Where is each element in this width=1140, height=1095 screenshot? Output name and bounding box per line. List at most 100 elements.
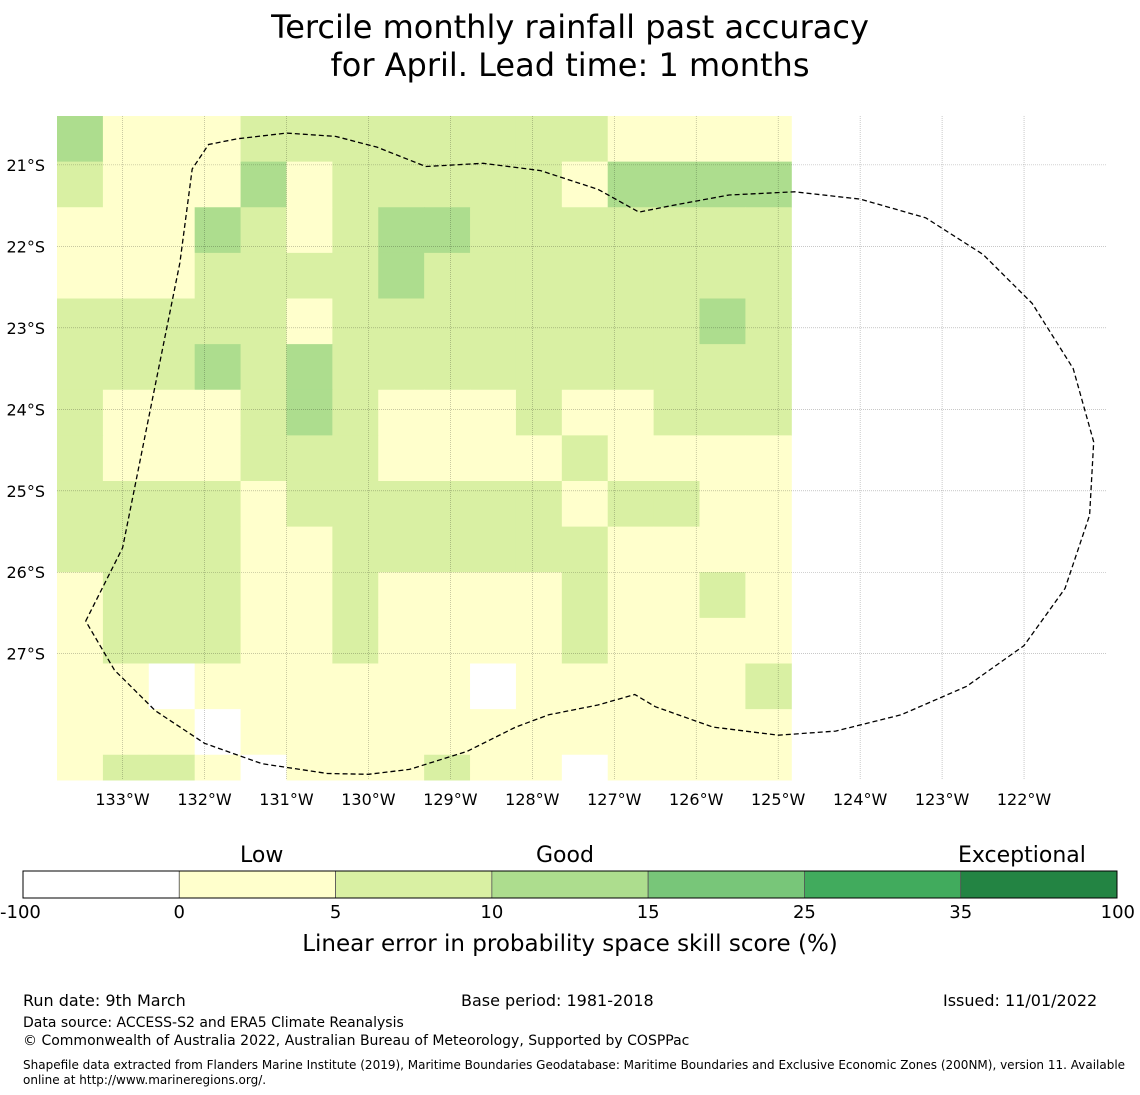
skill-cell [378, 435, 425, 482]
skill-cell [699, 389, 746, 436]
colorbar-outline [22, 870, 1118, 899]
skill-cell [470, 435, 517, 482]
skill-cell [240, 617, 287, 664]
skill-cell [607, 754, 655, 781]
skill-cell [607, 298, 655, 345]
skill-cell [699, 526, 746, 573]
skill-cell [699, 252, 746, 299]
colorbar-tick-label: 10 [480, 902, 504, 923]
y-tick-label: 22°S [6, 237, 45, 256]
skill-grid-cells [57, 116, 792, 781]
colorbar-title: Linear error in probability space skill … [302, 931, 838, 957]
skill-cell [745, 754, 792, 781]
colorbar-tick-label: 35 [949, 902, 973, 923]
y-tick-label: 27°S [6, 645, 45, 664]
skill-cell [148, 161, 196, 208]
skill-cell [286, 389, 333, 436]
skill-cell [424, 298, 471, 345]
skill-cell [286, 207, 333, 254]
skill-cell [102, 252, 150, 299]
skill-cell [424, 344, 471, 391]
copyright: © Commonwealth of Australia 2022, Austra… [23, 1033, 690, 1049]
skill-cell [148, 298, 196, 345]
skill-cell [515, 617, 563, 664]
skill-cell [57, 435, 104, 482]
skill-cell [515, 389, 563, 436]
run-date: Run date: 9th March [23, 991, 186, 1010]
colorbar-swatch [335, 870, 493, 899]
skill-cell [653, 207, 701, 254]
skill-cell [148, 754, 196, 781]
skill-cell [148, 435, 196, 482]
skill-cell [470, 754, 517, 781]
skill-cell [653, 344, 701, 391]
skill-cell [424, 617, 471, 664]
skill-cell [424, 252, 471, 299]
skill-cell [240, 116, 287, 163]
skill-cell [561, 344, 609, 391]
skill-cell [653, 617, 701, 664]
skill-cell [240, 252, 287, 299]
skill-cell [148, 526, 196, 573]
skill-cell [424, 663, 471, 710]
skill-cell [57, 709, 104, 756]
skill-cell [57, 344, 104, 391]
chart-title-line1: Tercile monthly rainfall past accuracy [271, 8, 869, 46]
skill-cell [148, 572, 196, 619]
skill-cell [57, 617, 104, 664]
x-tick-label: 129°W [423, 790, 478, 809]
category-good: Good [536, 843, 594, 868]
skill-cell [102, 572, 150, 619]
eez-boundary [85, 132, 1095, 775]
skill-cell [515, 207, 563, 254]
skill-cell [515, 754, 563, 781]
skill-cell [286, 709, 333, 756]
skill-cell [653, 526, 701, 573]
skill-cell [653, 435, 701, 482]
colorbar-swatch [491, 870, 649, 899]
skill-cell [561, 663, 609, 710]
skill-cell [286, 663, 333, 710]
skill-cell [745, 298, 792, 345]
skill-cell [240, 389, 287, 436]
skill-cell [148, 663, 196, 710]
x-tick-label: 132°W [177, 790, 232, 809]
skill-cell [332, 207, 379, 254]
skill-cell [148, 480, 196, 528]
skill-cell [102, 526, 150, 573]
shapefile-credit: Shapefile data extracted from Flanders M… [23, 1058, 1126, 1087]
skill-cell [286, 754, 333, 781]
x-axis-ticks: 133°W 132°W 131°W 130°W 129°W 128°W 127°W 126°W… [95, 790, 1051, 809]
skill-cell [607, 435, 655, 482]
skill-cell [332, 298, 379, 345]
skill-cell [194, 663, 242, 710]
skill-cell [607, 480, 655, 528]
x-tick-label: 127°W [587, 790, 642, 809]
colorbar-swatch [178, 870, 336, 899]
skill-cell [194, 526, 242, 573]
skill-cell [194, 435, 242, 482]
x-tick-label: 123°W [915, 790, 970, 809]
skill-cell [378, 116, 425, 163]
x-tick-label: 125°W [751, 790, 806, 809]
skill-cell [607, 663, 655, 710]
skill-cell [378, 298, 425, 345]
skill-cell [240, 572, 287, 619]
skill-cell [607, 526, 655, 573]
skill-cell [286, 161, 333, 208]
issued-date: Issued: 11/01/2022 [943, 991, 1098, 1010]
skill-cell [470, 207, 517, 254]
skill-cell [378, 754, 425, 781]
skill-cell [745, 480, 792, 528]
skill-cell [515, 663, 563, 710]
skill-cell [561, 617, 609, 664]
skill-cell [653, 252, 701, 299]
skill-cell [653, 298, 701, 345]
skill-cell [378, 572, 425, 619]
skill-cell [561, 754, 609, 781]
skill-cell [332, 480, 379, 528]
skill-cell [470, 252, 517, 299]
skill-cell [699, 663, 746, 710]
skill-cell [378, 480, 425, 528]
y-axis-ticks: 21°S 22°S 23°S 24°S 25°S 26°S 27°S [6, 156, 45, 664]
